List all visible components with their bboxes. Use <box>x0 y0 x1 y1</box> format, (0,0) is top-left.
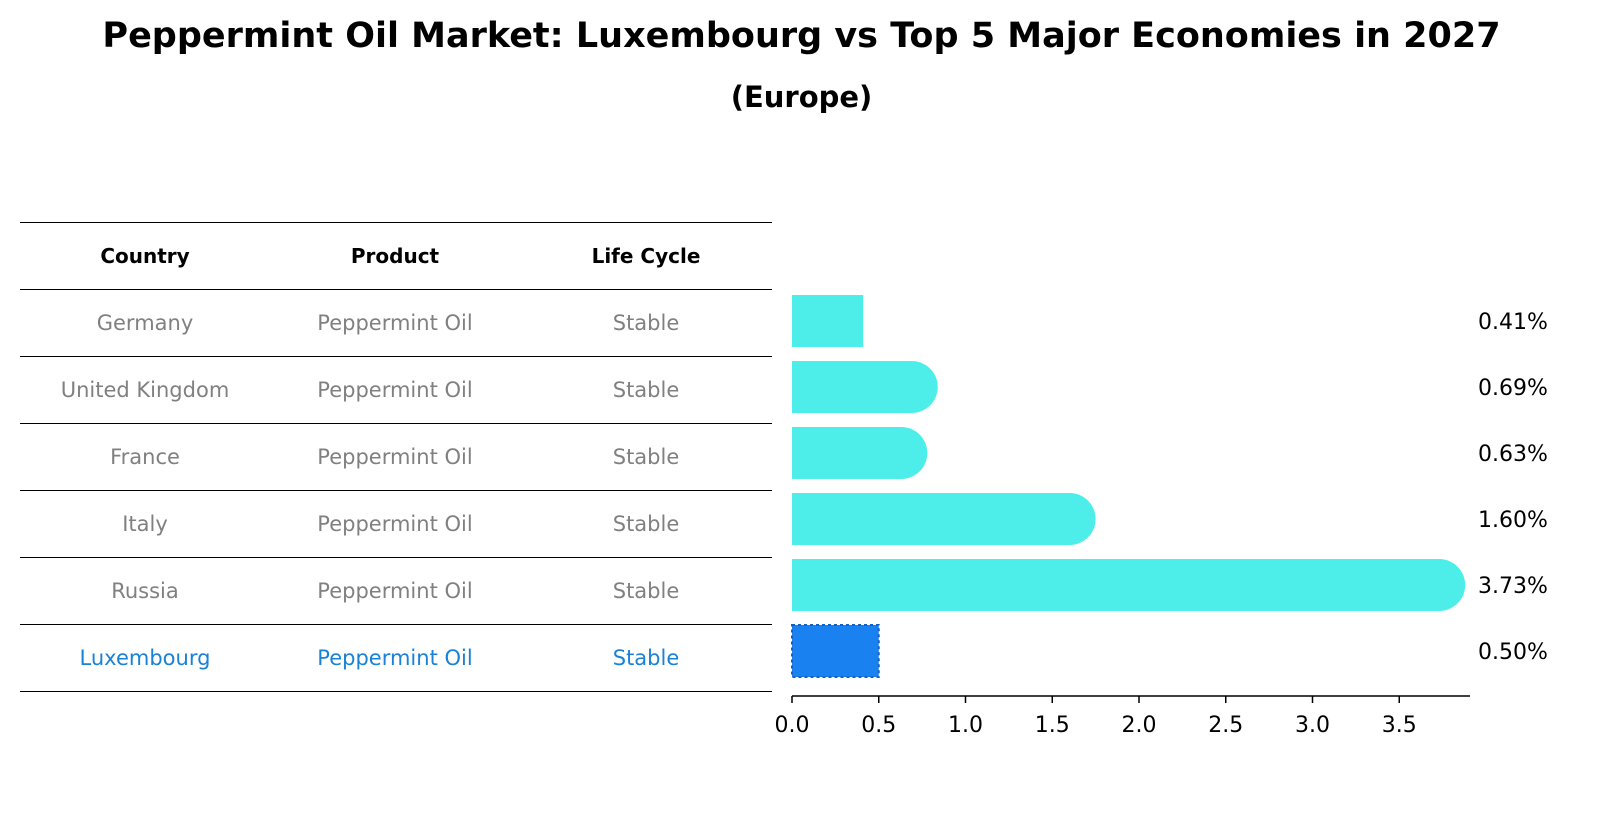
life-cycle-cell: Stable <box>612 579 680 603</box>
header-life-cycle: Life Cycle <box>591 244 701 268</box>
table-row-highlight: Luxembourg Peppermint Oil Stable <box>20 624 772 692</box>
life-cycle-cell: Stable <box>612 445 680 469</box>
bar-united-kingdom <box>792 361 938 413</box>
x-tick-label: 2.5 <box>1208 713 1243 738</box>
life-cycle-cell: Stable <box>612 311 680 335</box>
country-cell: Italy <box>122 512 168 536</box>
x-tick-label: 2.0 <box>1122 713 1157 738</box>
x-tick-label: 0.0 <box>775 713 810 738</box>
country-cell: United Kingdom <box>60 378 230 402</box>
product-cell: Peppermint Oil <box>317 378 473 402</box>
x-tick-label: 3.5 <box>1382 713 1417 738</box>
product-cell: Peppermint Oil <box>317 512 473 536</box>
bar-russia <box>792 559 1466 611</box>
header-country: Country <box>100 244 190 268</box>
table-row: France Peppermint Oil Stable <box>20 423 772 490</box>
value-label: 1.60% <box>1478 508 1548 533</box>
data-table: Country Product Life Cycle Germany Peppe… <box>20 222 772 692</box>
bar-italy <box>792 493 1096 545</box>
value-label: 0.50% <box>1478 640 1548 665</box>
country-cell: Russia <box>111 579 179 603</box>
table-header-row: Country Product Life Cycle <box>20 222 772 289</box>
life-cycle-cell: Stable <box>612 378 680 402</box>
bar-luxembourg <box>791 624 880 678</box>
product-cell: Peppermint Oil <box>317 445 473 469</box>
life-cycle-cell: Stable <box>612 512 680 536</box>
table-row: Russia Peppermint Oil Stable <box>20 557 772 624</box>
table-row: Germany Peppermint Oil Stable <box>20 289 772 356</box>
table-row: Italy Peppermint Oil Stable <box>20 490 772 557</box>
country-cell: France <box>110 445 180 469</box>
bar-germany <box>792 295 864 347</box>
value-label: 0.41% <box>1478 310 1548 335</box>
value-label: 0.63% <box>1478 442 1548 467</box>
life-cycle-cell: Stable <box>612 646 680 670</box>
table-row: United Kingdom Peppermint Oil Stable <box>20 356 772 423</box>
country-cell: Luxembourg <box>79 646 211 670</box>
x-tick-label: 1.0 <box>948 713 983 738</box>
chart-subtitle: (Europe) <box>730 80 873 114</box>
value-label: 0.69% <box>1478 376 1548 401</box>
chart-title: Peppermint Oil Market: Luxembourg vs Top… <box>102 16 1501 56</box>
product-cell: Peppermint Oil <box>317 311 473 335</box>
country-cell: Germany <box>96 311 194 335</box>
product-cell: Peppermint Oil <box>317 646 473 670</box>
header-product: Product <box>350 244 440 268</box>
product-cell: Peppermint Oil <box>317 579 473 603</box>
value-label: 3.73% <box>1478 574 1548 599</box>
bar-france <box>792 427 928 479</box>
x-tick-label: 0.5 <box>861 713 896 738</box>
x-tick-label: 3.0 <box>1295 713 1330 738</box>
x-tick-label: 1.5 <box>1035 713 1070 738</box>
